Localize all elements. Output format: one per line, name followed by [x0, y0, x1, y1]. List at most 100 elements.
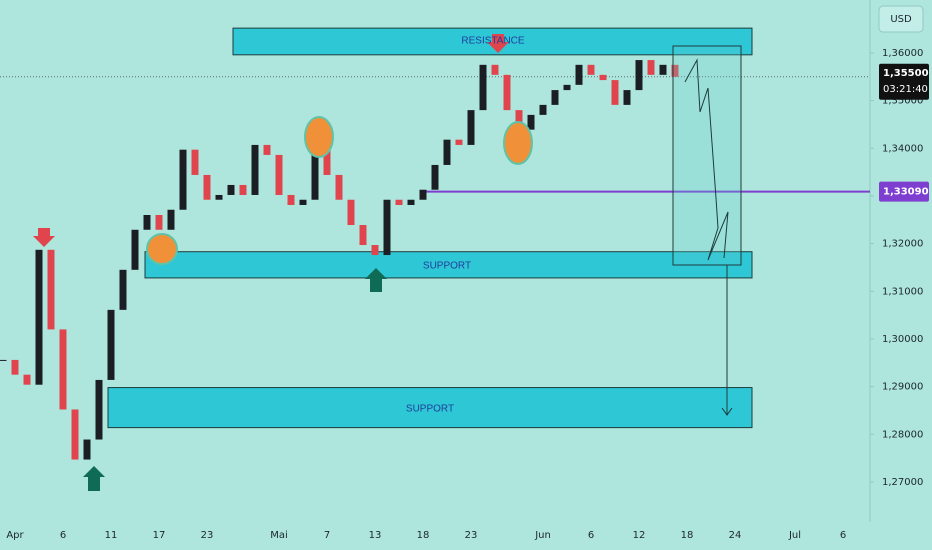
candle — [611, 80, 619, 105]
candle — [107, 309, 115, 380]
x-tick-label: 23 — [201, 530, 214, 541]
candle — [419, 189, 427, 200]
zone — [107, 387, 753, 429]
projection-path — [684, 58, 729, 261]
plot — [0, 27, 870, 460]
x-tick-label: 7 — [324, 530, 330, 541]
x-tick-label: Jul — [788, 530, 801, 541]
x-tick-label: 23 — [465, 530, 478, 541]
y-tick-label: 1,30000 — [882, 334, 923, 345]
candle — [455, 139, 463, 145]
candle — [131, 229, 139, 270]
candle — [623, 90, 631, 105]
candle — [59, 329, 67, 410]
candle — [143, 214, 151, 230]
x-tick-label: 17 — [153, 530, 166, 541]
x-tick-label: 12 — [633, 530, 646, 541]
x-tick-label: Apr — [6, 530, 24, 541]
countdown: 03:21:40 — [883, 84, 928, 95]
x-tick-label: Mai — [270, 530, 288, 541]
candle — [311, 149, 319, 200]
candle — [407, 199, 415, 205]
candle — [503, 74, 511, 111]
decorations — [33, 34, 742, 491]
candle — [11, 359, 19, 375]
candle — [191, 149, 199, 175]
marker-circle — [503, 121, 533, 165]
candle — [47, 249, 55, 330]
marker-circle — [146, 233, 178, 265]
candle — [671, 64, 679, 77]
y-tick-label: 1,29000 — [882, 382, 923, 393]
candle — [323, 149, 331, 175]
candle — [263, 144, 271, 155]
candle — [251, 144, 259, 195]
x-tick-label: 6 — [60, 530, 66, 541]
candle — [275, 154, 283, 195]
zone-label: RESISTANCE — [461, 36, 524, 47]
projection-box — [672, 45, 742, 266]
candle — [23, 374, 31, 385]
candle — [395, 199, 403, 205]
candle — [491, 64, 499, 75]
candle — [215, 194, 223, 200]
level-label: 1,33090 — [883, 187, 929, 198]
currency-box[interactable] — [878, 5, 924, 33]
candle — [119, 269, 127, 310]
candle — [83, 439, 91, 460]
x-tick-label: 13 — [369, 530, 382, 541]
y-tick-label: 1,31000 — [882, 286, 923, 297]
x-tick-label: 11 — [105, 530, 118, 541]
y-tick-label: 1,35000 — [882, 96, 923, 107]
candle — [299, 199, 307, 205]
zone-label: SUPPORT — [423, 261, 471, 272]
candle — [35, 249, 43, 385]
candle — [383, 199, 391, 256]
candle — [587, 64, 595, 75]
down-arrow — [33, 228, 55, 247]
candle — [575, 64, 583, 85]
candle — [359, 225, 367, 246]
candle — [0, 359, 7, 361]
candle — [335, 174, 343, 200]
candle — [347, 199, 355, 226]
arrow-head — [721, 407, 733, 416]
x-tick-label: 18 — [417, 530, 430, 541]
y-tick-label: 1,32000 — [882, 239, 923, 250]
candle — [599, 74, 607, 81]
x-tick-label: 6 — [840, 530, 846, 541]
x-tick-label: Jun — [534, 530, 551, 541]
candle — [467, 110, 475, 145]
last-price-box — [879, 63, 929, 100]
y-tick-label: 1,36000 — [882, 48, 923, 59]
down-arrow — [487, 34, 509, 53]
up-arrow — [83, 466, 105, 491]
level-box — [879, 181, 929, 202]
candle — [227, 184, 235, 195]
candle — [167, 209, 175, 230]
candle — [647, 60, 655, 75]
candle — [443, 139, 451, 165]
candle — [155, 214, 163, 230]
candle — [551, 90, 559, 105]
candle — [635, 60, 643, 91]
candle — [431, 164, 439, 190]
candle — [179, 149, 187, 210]
candle — [515, 110, 523, 130]
candle — [203, 174, 211, 200]
x-tick-label: 6 — [588, 530, 594, 541]
marker-circle — [304, 116, 334, 158]
x-tick-label: 18 — [681, 530, 694, 541]
y-tick-label: 1,28000 — [882, 429, 923, 440]
candle — [371, 245, 379, 256]
candle — [95, 379, 103, 440]
up-arrow — [365, 268, 387, 292]
candle — [527, 114, 535, 130]
candle — [287, 194, 295, 205]
y-tick-label: 1,34000 — [882, 143, 923, 154]
zone-label: SUPPORT — [406, 404, 454, 415]
candle — [479, 64, 487, 111]
currency: USD — [890, 14, 912, 25]
